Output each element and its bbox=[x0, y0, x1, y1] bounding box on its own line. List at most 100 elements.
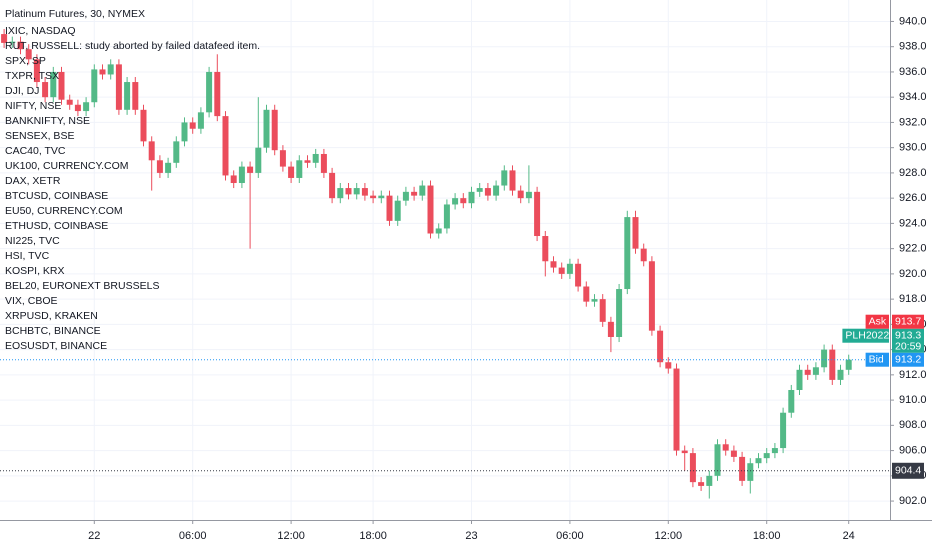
candle-body bbox=[788, 390, 795, 413]
candle-body bbox=[796, 369, 803, 390]
candle-body bbox=[468, 191, 475, 204]
y-tick-label: 926.0 bbox=[899, 192, 927, 204]
candle-body bbox=[501, 170, 508, 186]
candle-body bbox=[140, 109, 147, 142]
candle-body bbox=[181, 122, 188, 142]
candle-body bbox=[124, 82, 131, 110]
candle-body bbox=[361, 188, 368, 196]
candle-body bbox=[83, 102, 90, 112]
candle-body bbox=[370, 195, 377, 199]
y-tick-label: 928.0 bbox=[899, 167, 927, 179]
candle-body bbox=[821, 349, 828, 368]
crosshair-label: 904.4 bbox=[895, 465, 921, 477]
overlay-item: BEL20, EURONEXT BRUSSELS bbox=[5, 280, 159, 292]
candle-body bbox=[345, 188, 352, 195]
price-tag-value: 913.2 bbox=[895, 353, 921, 365]
candle-body bbox=[206, 71, 213, 113]
y-tick-label: 902.0 bbox=[899, 495, 927, 507]
candle-body bbox=[484, 188, 491, 196]
candle-body bbox=[214, 71, 221, 117]
candle-body bbox=[189, 122, 196, 129]
candle-body bbox=[812, 367, 819, 375]
candle-body bbox=[288, 166, 295, 178]
y-tick-label: 936.0 bbox=[899, 66, 927, 78]
candle-body bbox=[427, 185, 434, 234]
candle-body bbox=[689, 453, 696, 483]
x-tick-label: 22 bbox=[88, 530, 100, 542]
y-tick-label: 910.0 bbox=[899, 394, 927, 406]
price-tag-time: 20:59 bbox=[895, 340, 921, 352]
candle-body bbox=[771, 448, 778, 454]
candle-body bbox=[443, 204, 450, 229]
candle-body bbox=[222, 116, 229, 176]
overlay-item: IXIC, NASDAQ bbox=[5, 25, 76, 37]
y-tick-label: 920.0 bbox=[899, 268, 927, 280]
candle-body bbox=[599, 299, 606, 322]
candle-body bbox=[419, 185, 426, 196]
x-tick-label: 06:00 bbox=[179, 530, 207, 542]
candle-body bbox=[460, 198, 467, 204]
candle-body bbox=[271, 109, 278, 151]
price-tag-name bbox=[865, 352, 889, 367]
candle-body bbox=[435, 228, 442, 234]
candle-body bbox=[42, 82, 49, 98]
y-tick-label: 938.0 bbox=[899, 41, 927, 53]
candle-body bbox=[238, 166, 245, 184]
candle-body bbox=[575, 263, 582, 287]
candle-body bbox=[378, 195, 385, 199]
candle-body bbox=[1, 34, 8, 43]
candle-body bbox=[780, 412, 787, 449]
candle-body bbox=[558, 267, 565, 274]
chart-title: Platinum Futures, 30, NYMEX bbox=[5, 8, 145, 20]
candle-body bbox=[394, 200, 401, 221]
candle-body bbox=[550, 261, 557, 268]
candle-body bbox=[115, 64, 122, 110]
y-tick-label: 934.0 bbox=[899, 91, 927, 103]
candle-body bbox=[534, 191, 541, 237]
candle-body bbox=[337, 188, 344, 199]
overlay-item: HSI, TVC bbox=[5, 250, 50, 262]
y-tick-label: 924.0 bbox=[899, 217, 927, 229]
y-tick-label: 906.0 bbox=[899, 444, 927, 456]
overlay-item: RUT, RUSSELL: study aborted by failed da… bbox=[5, 40, 260, 52]
candle-body bbox=[91, 69, 98, 103]
candle-body bbox=[804, 369, 811, 375]
y-tick-label: 908.0 bbox=[899, 419, 927, 431]
candle-body bbox=[17, 41, 24, 50]
candle-body bbox=[247, 166, 254, 173]
candle-body bbox=[755, 458, 762, 464]
overlay-item: NIFTY, NSE bbox=[5, 100, 61, 112]
y-tick-label: 940.0 bbox=[899, 15, 927, 27]
candle-body bbox=[156, 160, 163, 173]
candle-body bbox=[296, 160, 303, 178]
candle-body bbox=[230, 175, 237, 184]
overlay-item: NI225, TVC bbox=[5, 235, 60, 247]
overlay-item: TXPR, TSX bbox=[5, 70, 59, 82]
candle-body bbox=[517, 190, 524, 199]
candle-body bbox=[591, 299, 598, 302]
overlay-item: UK100, CURRENCY.COM bbox=[5, 160, 129, 172]
candle-body bbox=[673, 368, 680, 451]
candle-body bbox=[829, 349, 836, 380]
candle-body bbox=[263, 109, 270, 148]
overlay-item: VIX, CBOE bbox=[5, 295, 58, 307]
candle-body bbox=[542, 236, 549, 262]
x-tick-label: 24 bbox=[843, 530, 855, 542]
overlay-item: BANKNIFTY, NSE bbox=[5, 115, 90, 127]
candle-body bbox=[476, 188, 483, 192]
x-tick-label: 18:00 bbox=[359, 530, 387, 542]
overlay-item: ETHUSD, COINBASE bbox=[5, 220, 108, 232]
candle-body bbox=[402, 191, 409, 201]
candle-body bbox=[312, 153, 319, 163]
candle-body bbox=[411, 191, 418, 196]
candle-body bbox=[747, 463, 754, 481]
price-tag-name bbox=[842, 328, 889, 343]
y-tick-label: 930.0 bbox=[899, 142, 927, 154]
overlay-item: XRPUSD, KRAKEN bbox=[5, 310, 98, 322]
candle-body bbox=[493, 185, 500, 196]
price-tag-box bbox=[892, 314, 924, 329]
candle-body bbox=[66, 99, 73, 105]
candle-body bbox=[132, 82, 139, 110]
candle-body bbox=[739, 456, 746, 481]
